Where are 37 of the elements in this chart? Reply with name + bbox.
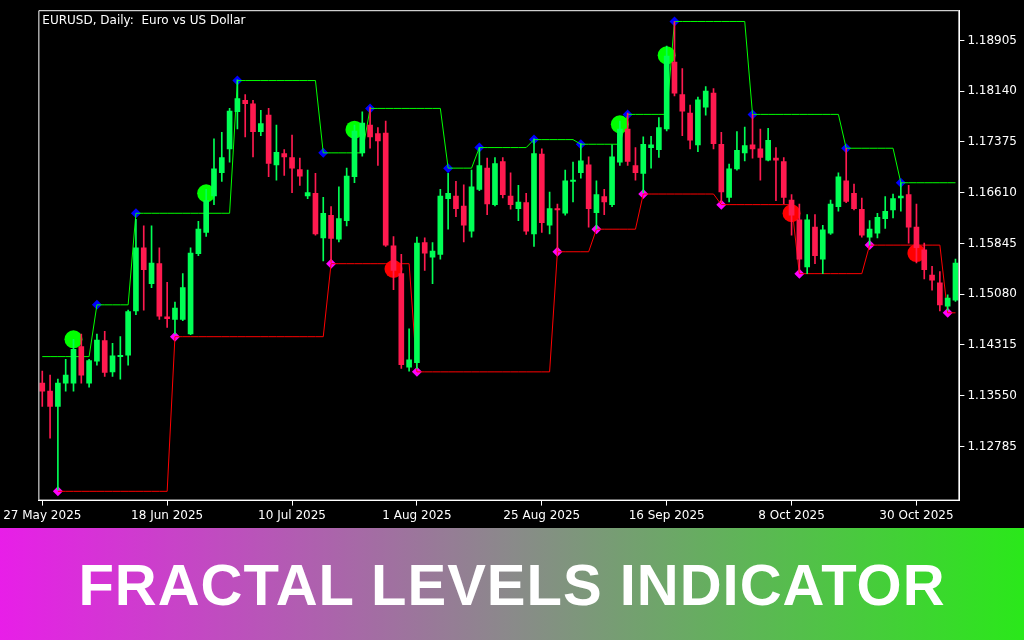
y-tick-label: 1.15845: [967, 235, 1017, 250]
x-tick-label: 8 Oct 2025: [758, 507, 825, 522]
y-tick-label: 1.16610: [967, 184, 1017, 199]
candlestick: [375, 127, 381, 166]
candlestick: [648, 135, 654, 169]
candlestick: [297, 157, 303, 186]
candlestick: [445, 173, 451, 230]
y-tick-label: 1.13550: [967, 387, 1017, 402]
candlestick: [741, 126, 748, 162]
candlestick: [601, 189, 608, 215]
candlestick: [773, 147, 779, 201]
chart-subtitle: EURUSD, Daily: Euro vs US Dollar: [42, 13, 246, 28]
x-tick-label: 1 Aug 2025: [382, 507, 452, 522]
y-tick-label: 1.18140: [967, 83, 1017, 98]
x-tick-label: 10 Jul 2025: [258, 507, 326, 522]
y-tick-label: 1.18905: [967, 32, 1017, 47]
candlestick: [47, 374, 53, 439]
x-tick-label: 27 May 2025: [3, 507, 82, 522]
y-tick-label: 1.14315: [967, 337, 1017, 352]
x-tick-label: 30 Oct 2025: [879, 507, 954, 522]
candlestick: [281, 149, 288, 176]
candlestick: [406, 328, 412, 372]
y-tick-label: 1.12785: [967, 438, 1017, 453]
candlestick: [882, 196, 889, 229]
x-tick-label: 18 Jun 2025: [131, 507, 204, 522]
x-tick-label: 25 Aug 2025: [503, 507, 581, 522]
candlestick: [242, 94, 249, 138]
y-tick-label: 1.17375: [967, 134, 1017, 149]
candlestick: [164, 281, 170, 328]
candlestick: [289, 134, 295, 194]
candlestick: [117, 336, 124, 380]
candlestick: [679, 68, 686, 136]
text: FRACTAL LEVELS INDICATOR: [0, 528, 1024, 640]
candlestick: [929, 266, 935, 291]
x-tick-label: 16 Sep 2025: [628, 507, 705, 522]
y-tick-label: 1.15080: [967, 286, 1017, 301]
candlestick: [570, 161, 576, 203]
